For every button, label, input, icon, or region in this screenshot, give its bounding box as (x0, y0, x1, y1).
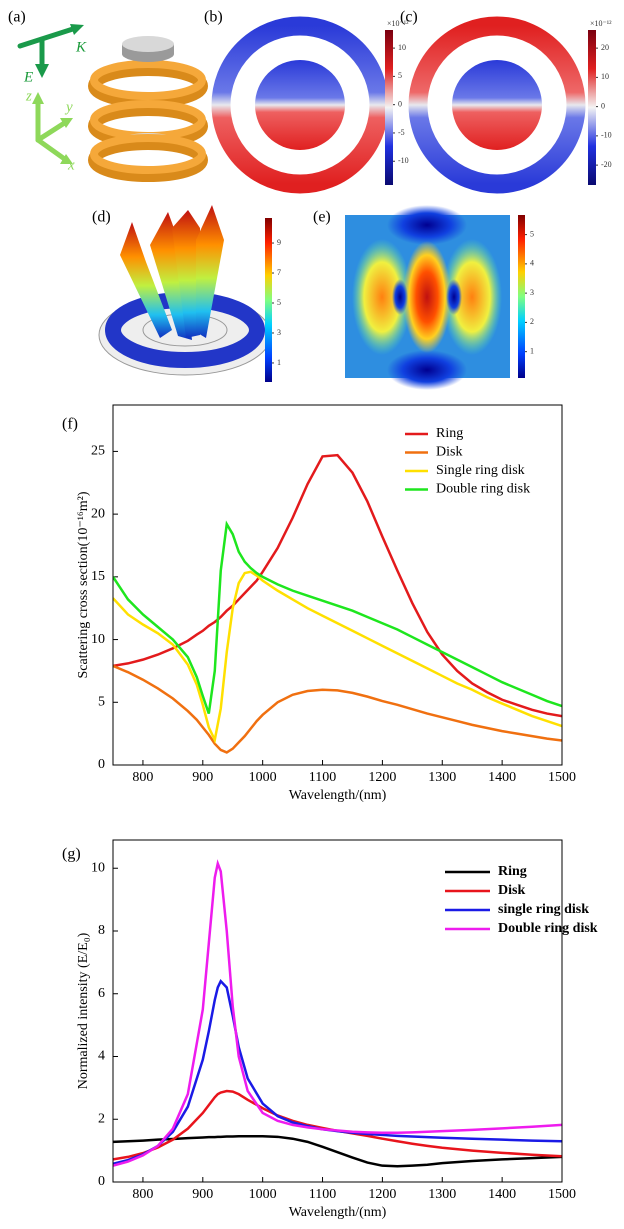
x-tick-label: 800 (132, 770, 153, 785)
legend-label: Ring (436, 426, 463, 441)
y-tick-label: 20 (91, 506, 105, 521)
series-line (113, 570, 562, 744)
panel-label: (e) (313, 209, 331, 226)
x-tick-label: 1400 (488, 1187, 516, 1202)
x-tick-label: 1500 (548, 1187, 576, 1202)
colorbar-tick-label: 3 (530, 288, 534, 297)
field-map (345, 205, 510, 390)
x-tick-label: 1000 (249, 1187, 277, 1202)
x-tick-label: 1000 (249, 770, 277, 785)
legend-label: Double ring disk (436, 482, 530, 497)
x-tick-label: 1100 (309, 770, 336, 785)
axis-z-label: z (25, 88, 32, 104)
series-line (113, 979, 562, 1166)
colorbar-tick-label: -5 (398, 128, 405, 137)
x-tick-label: 900 (192, 770, 213, 785)
colorbar-tick-label: -10 (398, 156, 409, 165)
wavevector-label: K (75, 39, 87, 55)
colorbar-tick-label: 7 (277, 268, 281, 277)
y-tick-label: 5 (98, 695, 105, 710)
legend-label: Double ring disk (498, 921, 598, 936)
legend-label: Single ring disk (436, 463, 525, 478)
x-tick-label: 900 (192, 1187, 213, 1202)
colorbar-tick-label: -20 (601, 160, 612, 169)
colorbar-tick-label: 1 (530, 346, 534, 355)
x-tick-label: 1200 (368, 1187, 396, 1202)
colorbar-exponent: ×10⁻¹² (387, 19, 409, 28)
plot-frame (112, 839, 563, 1183)
colorbar-tick-label: 5 (530, 229, 534, 238)
schematic (17, 24, 208, 182)
y-tick-label: 2 (98, 1111, 105, 1126)
x-tick-label: 800 (132, 1187, 153, 1202)
colorbar-exponent: ×10⁻¹² (590, 19, 612, 28)
panel-label: (g) (62, 846, 81, 863)
field-map (408, 16, 586, 194)
colorbar-tick-label: 1 (277, 358, 281, 367)
series-line (113, 664, 562, 754)
series-line (113, 1134, 562, 1168)
x-axis-label: Wavelength/(nm) (289, 1205, 387, 1220)
series-line (113, 1089, 562, 1161)
legend-label: Disk (436, 445, 462, 460)
x-tick-label: 1400 (488, 770, 516, 785)
series-line (113, 520, 562, 714)
panel-label: (b) (204, 9, 223, 26)
field-map (211, 16, 389, 194)
colorbar-tick-label: 20 (601, 43, 609, 52)
y-axis-label: Normalized intensity (E/E₀) (76, 932, 91, 1089)
series-line (113, 859, 562, 1167)
y-tick-label: 25 (91, 444, 105, 459)
colorbar (588, 30, 596, 185)
y-tick-label: 10 (91, 860, 105, 875)
colorbar-tick-label: 10 (601, 72, 609, 81)
panel-label: (f) (62, 416, 78, 433)
y-tick-label: 4 (98, 1049, 105, 1064)
panel-label: (a) (8, 9, 26, 26)
colorbar (265, 218, 272, 382)
x-tick-label: 1500 (548, 770, 576, 785)
x-tick-label: 1300 (428, 1187, 456, 1202)
axis-x-label: x (67, 157, 75, 173)
colorbar (385, 30, 393, 185)
y-axis-label: Scattering cross section(10⁻¹⁶m²) (76, 491, 91, 678)
y-tick-label: 15 (91, 569, 105, 584)
panel-label: (d) (92, 209, 111, 226)
colorbar-tick-label: 9 (277, 238, 281, 247)
y-tick-label: 0 (98, 757, 105, 772)
series-line (113, 453, 562, 718)
colorbar (518, 215, 525, 378)
panel-label: (c) (400, 9, 418, 26)
y-tick-label: 6 (98, 986, 105, 1001)
y-tick-label: 8 (98, 923, 105, 938)
colorbar-tick-label: 0 (398, 99, 402, 108)
colorbar-tick-label: 2 (530, 317, 534, 326)
colorbar-tick-label: 3 (277, 328, 281, 337)
x-axis-label: Wavelength/(nm) (289, 788, 387, 803)
plot-frame (112, 404, 563, 766)
colorbar-tick-label: 10 (398, 43, 406, 52)
legend-label: single ring disk (498, 902, 589, 917)
x-tick-label: 1200 (368, 770, 396, 785)
legend-label: Ring (498, 864, 527, 879)
colorbar-tick-label: 5 (398, 71, 402, 80)
surface-plot (98, 205, 272, 376)
colorbar-tick-label: 0 (601, 101, 605, 110)
axis-y-label: y (64, 99, 73, 115)
x-tick-label: 1100 (309, 1187, 336, 1202)
colorbar-tick-label: 5 (277, 298, 281, 307)
x-tick-label: 1300 (428, 770, 456, 785)
colorbar-tick-label: -10 (601, 131, 612, 140)
y-tick-label: 10 (91, 632, 105, 647)
field-label: E (23, 69, 33, 85)
legend-label: Disk (498, 883, 525, 898)
y-tick-label: 0 (98, 1174, 105, 1189)
colorbar-tick-label: 4 (530, 259, 534, 268)
